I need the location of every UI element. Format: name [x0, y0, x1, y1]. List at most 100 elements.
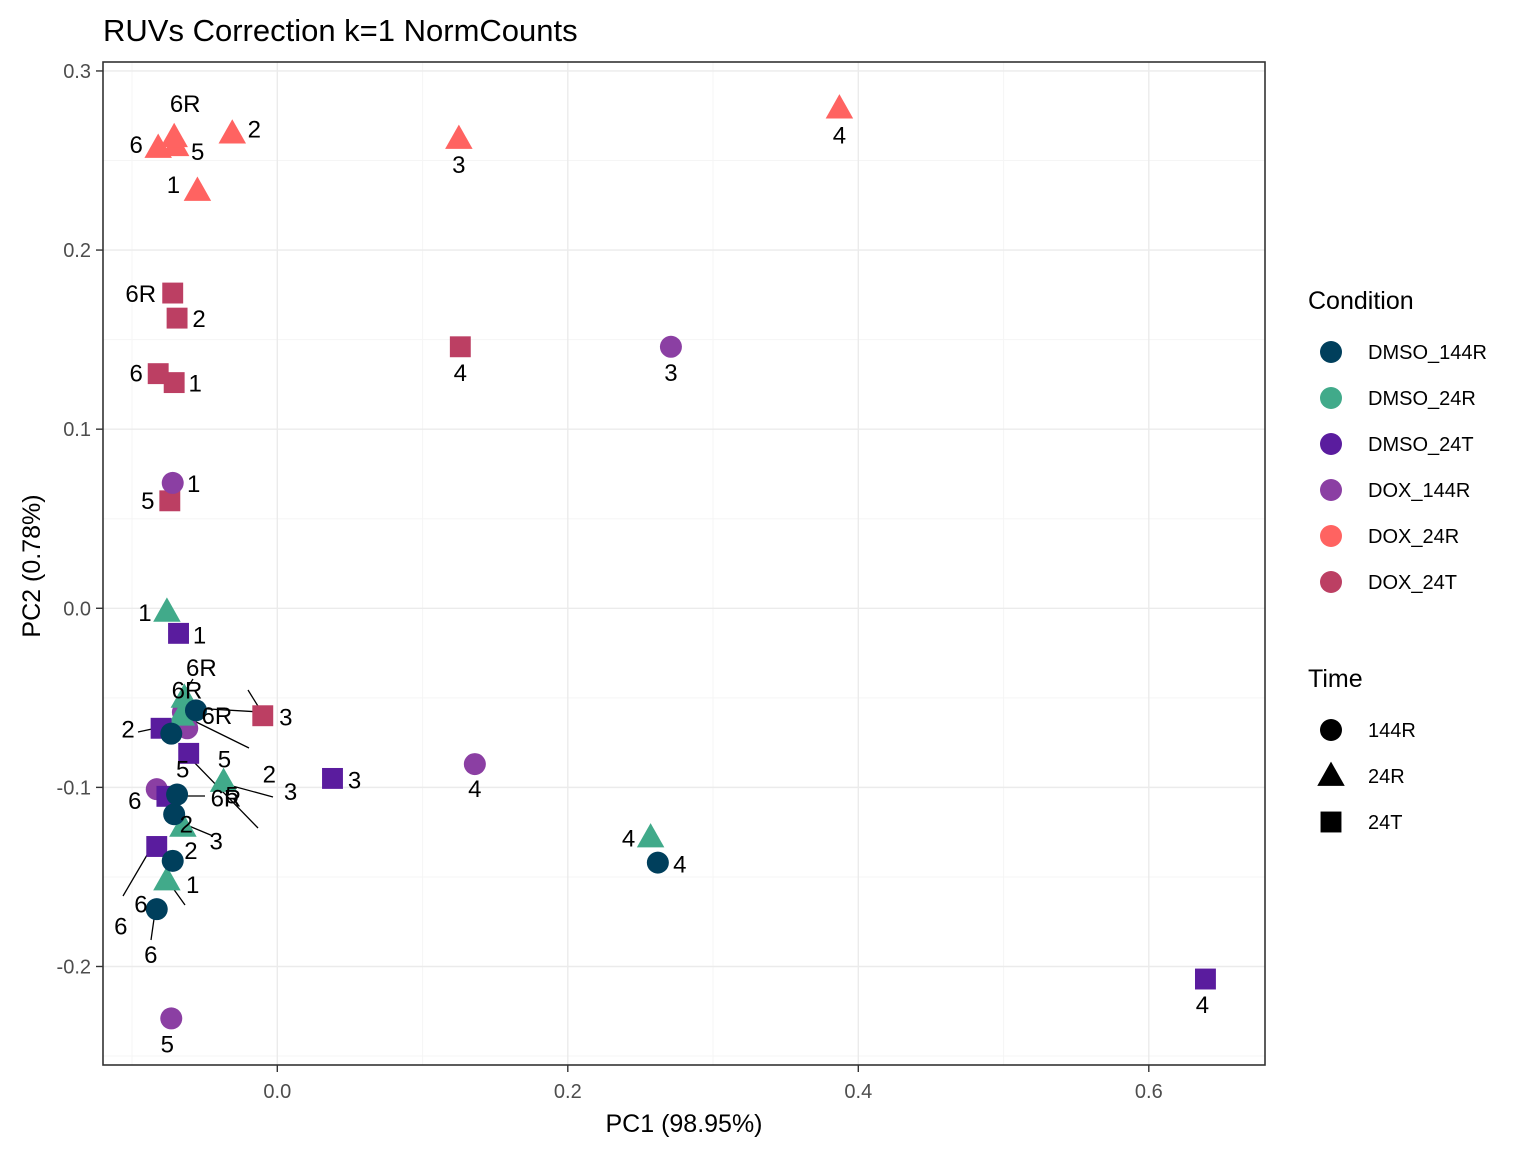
point-label: 1	[138, 600, 151, 627]
point-label: 2	[180, 812, 193, 839]
legend-label-dox-24r: DOX_24R	[1368, 526, 1459, 548]
point-label: 6R	[172, 677, 203, 704]
x-tick-label: 0.0	[263, 1081, 291, 1103]
point-label: 1	[167, 172, 180, 199]
point-dox-24r-2	[218, 119, 247, 144]
legend-label-dmso-144r: DMSO_144R	[1368, 342, 1487, 364]
y-tick-label: -0.2	[57, 956, 91, 978]
point-label: 6	[114, 913, 127, 940]
y-tick-label: 0.2	[63, 240, 91, 262]
point-dmso-144r-6r	[184, 699, 207, 722]
point-label: 4	[1196, 992, 1209, 1019]
legend-key-24r	[1317, 761, 1345, 786]
point-label: 4	[622, 826, 635, 853]
point-dmso-144r-1	[161, 849, 184, 872]
y-axis-ticks: -0.2 -0.1 0.0 0.1 0.2 0.3	[57, 61, 103, 978]
plot-panel: 1234566R1234566R1234566R1234566R1234566R…	[102, 61, 1266, 1066]
point-dmso-144r-4	[646, 851, 669, 874]
point-label: 6R	[170, 91, 201, 118]
point-label: 3	[348, 767, 361, 794]
point-label: 6	[130, 132, 143, 159]
legend-key-dmso-144r	[1320, 341, 1342, 363]
point-label: 2	[184, 838, 197, 865]
point-dox-24t-5	[159, 490, 181, 512]
point-dmso-24r-1	[153, 597, 181, 622]
point-label: 3	[279, 705, 292, 732]
legend-label-dox-144r: DOX_144R	[1368, 480, 1470, 502]
chart-title: RUVs Correction k=1 NormCounts	[103, 13, 578, 48]
point-dmso-24t-1	[168, 622, 189, 644]
point-dmso-24r-4	[636, 823, 665, 848]
point-label: 4	[673, 852, 686, 879]
leader-line	[189, 757, 259, 829]
point-dmso-144r-3	[163, 803, 186, 826]
legend-key-dmso-24r	[1320, 387, 1342, 409]
point-label: 3	[209, 828, 222, 855]
panel-background	[103, 62, 1265, 1065]
x-tick-label: 0.4	[844, 1081, 872, 1103]
y-tick-label: 0.1	[63, 419, 91, 441]
point-dmso-24r-6	[153, 866, 181, 891]
point-label: 6	[134, 892, 147, 919]
point-label: 6R	[186, 655, 217, 682]
point-label: 5	[141, 488, 154, 515]
major-gridlines	[103, 62, 1265, 1065]
point-label: 3	[284, 779, 297, 806]
point-label: 3	[664, 360, 677, 387]
legend-label-24t: 24T	[1368, 812, 1402, 834]
point-label: 5	[191, 139, 204, 166]
point-dox-144r-5	[160, 1007, 183, 1030]
point-dox-24t-6	[147, 363, 169, 385]
panel-border	[102, 61, 1266, 1066]
legend-key-dox-144r	[1320, 479, 1342, 501]
legend-time-title: Time	[1308, 665, 1363, 693]
point-labels: 1234566R1234566R1234566R1234566R1234566R…	[114, 91, 1209, 1058]
y-tick-label: 0.0	[63, 598, 91, 620]
leader-line	[137, 728, 153, 733]
legend-label-dmso-24t: DMSO_24T	[1368, 434, 1474, 456]
point-dox-24r-6r	[160, 122, 188, 148]
legend-time: Time 144R 24R 24T	[1308, 665, 1416, 834]
y-axis-title: PC2 (0.78%)	[18, 494, 46, 637]
x-tick-label: 0.6	[1135, 1081, 1163, 1103]
point-label: 4	[833, 123, 846, 150]
point-dox-24t-4	[449, 336, 471, 358]
point-dox-24t-6r	[162, 282, 184, 304]
point-dox-24r-6	[144, 133, 172, 158]
legend-key-144r	[1320, 719, 1342, 741]
point-dmso-144r-5	[166, 783, 189, 806]
point-dox-144r-4	[463, 753, 486, 776]
point-dox-24r-3	[445, 124, 473, 149]
point-label: 2	[263, 761, 276, 788]
x-tick-label: 0.2	[554, 1081, 582, 1103]
point-dmso-24t-3	[322, 767, 343, 789]
legend-key-24t	[1320, 811, 1342, 833]
legend-condition: Condition DMSO_144R DMSO_24R DMSO_24T DOX_1…	[1308, 287, 1487, 594]
point-dox-144r-1	[161, 471, 184, 494]
point-label: 6R	[211, 785, 242, 812]
legend-key-dmso-24t	[1320, 433, 1342, 455]
point-label: 5	[161, 1031, 174, 1058]
point-label: 1	[186, 872, 199, 899]
point-dox-24r-1	[183, 176, 212, 201]
point-label: 6R	[125, 281, 156, 308]
point-dox-144r-3	[659, 335, 682, 358]
legend-label-dmso-24r: DMSO_24R	[1368, 388, 1476, 410]
point-dmso-24t-4	[1194, 968, 1216, 990]
x-axis-ticks: 0.0 0.2 0.4 0.6	[263, 1065, 1163, 1103]
point-dmso-24t-5	[178, 742, 200, 764]
point-label: 1	[188, 371, 201, 398]
legend-label-dox-24t: DOX_24T	[1368, 572, 1457, 594]
x-axis-title: PC1 (98.95%)	[605, 1110, 762, 1138]
minor-gridlines	[103, 62, 1265, 1065]
point-dox-24r-4	[825, 94, 854, 119]
leader-line	[188, 825, 214, 837]
point-dmso-24r-3	[209, 767, 238, 792]
point-label: 2	[192, 306, 205, 333]
point-dmso-24t-6	[146, 836, 168, 857]
point-dmso-144r-2	[160, 722, 183, 745]
point-dox-24t-3	[252, 705, 274, 727]
point-label: 6R	[202, 703, 233, 730]
data-points	[144, 94, 1216, 1030]
